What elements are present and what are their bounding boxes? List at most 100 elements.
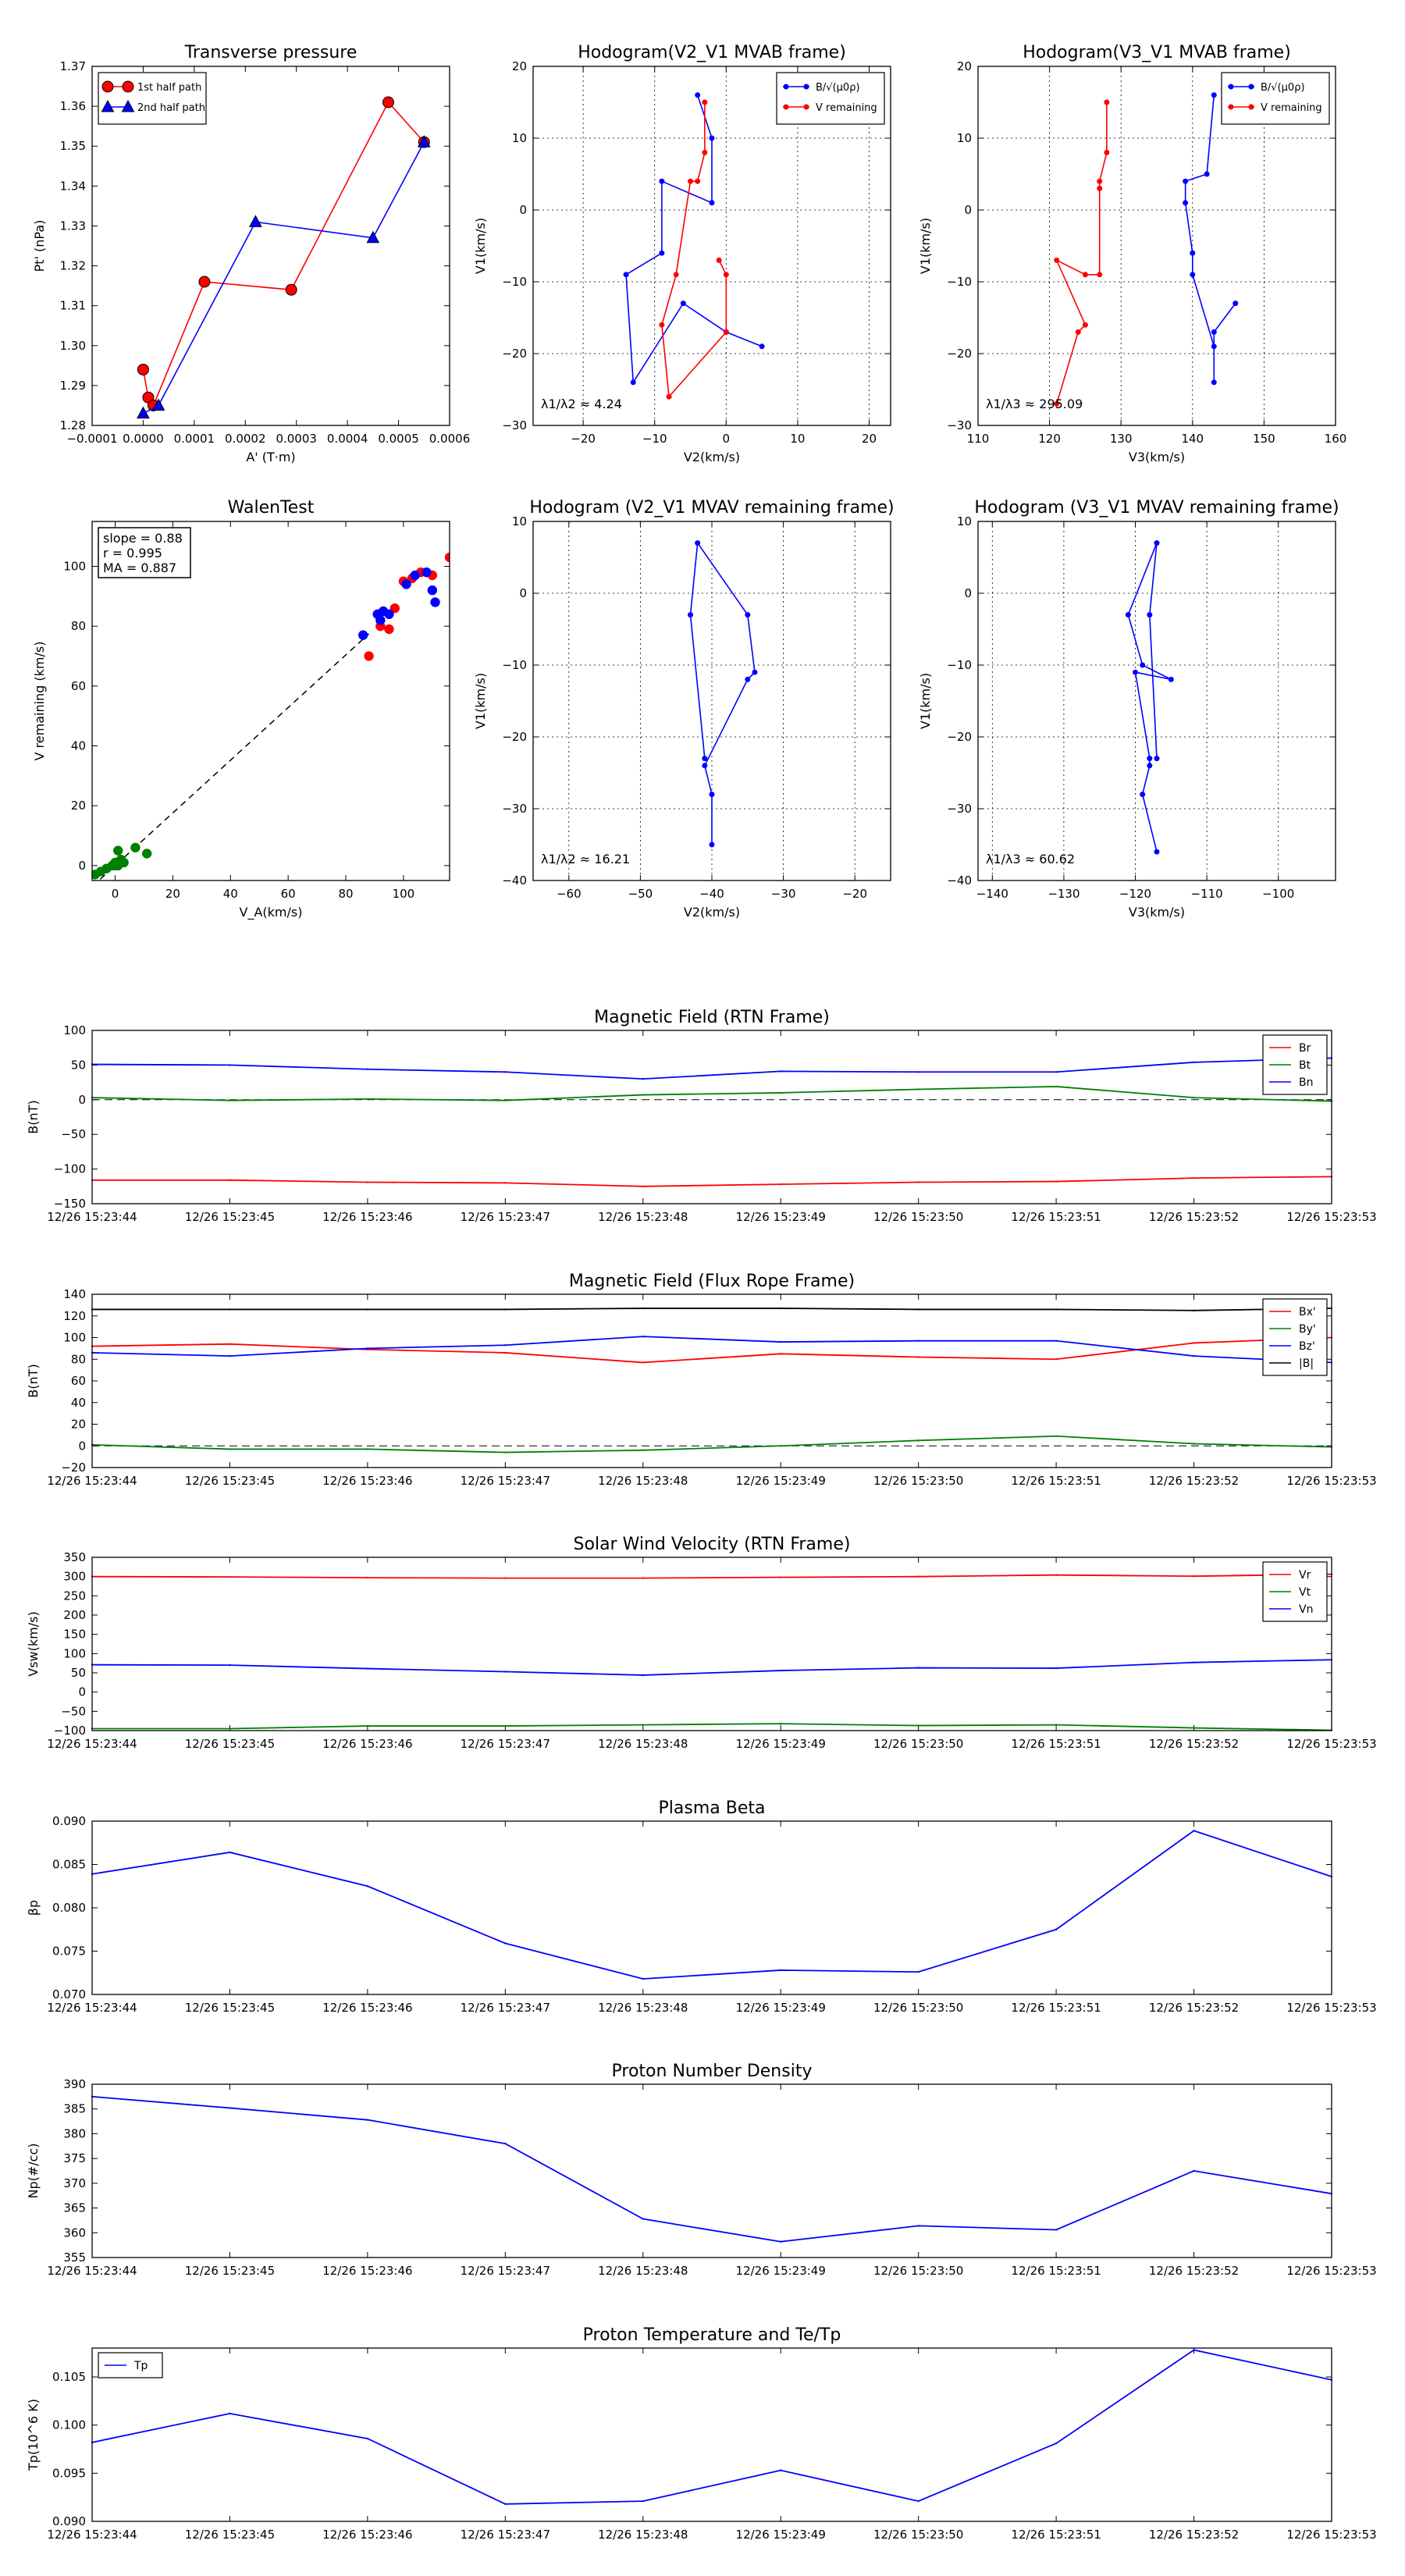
series-line-v-remaining (1055, 102, 1108, 404)
xtick-label: 12/26 15:23:46 (322, 1210, 412, 1224)
marker-s0-6 (1140, 662, 1146, 668)
ytick-label: −10 (502, 275, 527, 289)
xtick-label: 12/26 15:23:49 (736, 2001, 826, 2015)
y-axis-label: V1(km/s) (918, 673, 933, 729)
plot-frame (91, 1557, 1332, 1731)
marker-s1-3 (688, 178, 694, 184)
marker-s2-6 (410, 570, 420, 581)
ytick-label: 100 (63, 1646, 86, 1660)
xtick-label: 12/26 15:23:47 (461, 2264, 550, 2278)
data-layer (1125, 540, 1174, 855)
data-point-br (1055, 1180, 1058, 1183)
stats-box (98, 527, 191, 578)
ytick-label: 100 (63, 1023, 86, 1037)
data-point-bt (1055, 1085, 1058, 1088)
ytick-label: 0 (964, 586, 972, 600)
x-axis-label: V3(km/s) (1129, 450, 1185, 464)
xtick-label: 12/26 15:23:47 (461, 1210, 550, 1224)
marker-s0-5 (1190, 272, 1196, 278)
ytick-label: −30 (502, 418, 527, 432)
data-point-np (366, 2119, 369, 2121)
data-point-by- (780, 1445, 782, 1447)
data-point-vr (917, 1575, 919, 1578)
y-axis-label: βp (26, 1900, 41, 1916)
ytick-label: −10 (947, 275, 972, 289)
ratio-annotation: λ1/λ2 ≈ 16.21 (541, 852, 630, 866)
data-point-bt (229, 1099, 231, 1101)
marker-s0-8 (110, 860, 120, 871)
legend-label: |B| (1299, 1357, 1314, 1370)
xtick-label: 12/26 15:23:47 (461, 2528, 550, 2542)
marker-s0-2 (709, 200, 715, 206)
ytick-label: 355 (63, 2250, 86, 2265)
ytick-label: 1.32 (60, 259, 86, 273)
xtick-label: 120 (1038, 432, 1061, 446)
marker-s1-3 (389, 603, 400, 614)
marker-s2-0 (357, 630, 368, 640)
data-point-bz- (917, 1340, 919, 1342)
plot-frame (977, 521, 1336, 881)
marker-s1-1 (702, 149, 708, 155)
x-axis-label: V2(km/s) (684, 905, 740, 920)
data-point-vt (917, 1724, 919, 1727)
xtick-label: 0.0000 (123, 432, 164, 446)
marker-s0-7 (688, 612, 694, 618)
marker-sL1-0 (1228, 104, 1234, 110)
ytick-label: 390 (63, 2077, 86, 2091)
xtick-label: 12/26 15:23:46 (322, 1737, 412, 1751)
marker-sL1-0 (101, 99, 115, 112)
marker-s0-10 (1154, 756, 1160, 762)
plot-frame (532, 66, 891, 426)
marker-s0-0 (137, 363, 149, 375)
xtick-label: 12/26 15:23:47 (461, 2001, 550, 2015)
chart-title: Transverse pressure (184, 43, 357, 62)
data-point-bx- (1055, 1358, 1058, 1361)
xtick-label: −20 (571, 432, 596, 446)
data-point-vt (366, 1724, 369, 1727)
legend-label: Bt (1299, 1059, 1311, 1072)
data-point-by- (1193, 1443, 1195, 1445)
data-point-vn (1055, 1667, 1058, 1670)
xtick-label: 12/26 15:23:44 (47, 1474, 137, 1488)
ytick-label: −20 (61, 1461, 86, 1475)
data-point-bz- (642, 1335, 644, 1338)
data-point-bn (366, 1068, 369, 1070)
xtick-label: 0 (112, 887, 119, 901)
ytick-label: 140 (63, 1287, 86, 1301)
ytick-label: −40 (947, 873, 972, 888)
series-line-beta (91, 1830, 1332, 1980)
xtick-label: 40 (223, 887, 238, 901)
y-axis-label: B(nT) (26, 1100, 41, 1133)
marker-s0-9 (1147, 612, 1153, 618)
xtick-label: 110 (967, 432, 990, 446)
ytick-label: 350 (63, 1550, 86, 1564)
data-point-bt (504, 1099, 507, 1101)
xtick-label: −100 (1262, 887, 1294, 901)
data-point-by- (229, 1448, 231, 1450)
ytick-label: 10 (512, 514, 527, 528)
legend: Vr Vt Vn (1262, 1561, 1328, 1622)
xtick-label: 12/26 15:23:50 (873, 1474, 963, 1488)
marker-sL0-0 (783, 84, 789, 90)
data-point-bz- (366, 1347, 369, 1350)
xtick-label: 12/26 15:23:50 (873, 1737, 963, 1751)
chart-title: Magnetic Field (Flux Rope Frame) (569, 1272, 855, 1291)
ytick-label: 0.090 (52, 2514, 86, 2528)
data-point-by- (642, 1449, 644, 1452)
legend: Tp (98, 2352, 163, 2379)
chart-hodogram-v3-v1-mvav: Hodogram (V3_V1 MVAV remaining frame) −14… (918, 498, 1339, 920)
y-axis-label: Tp(10^6 K) (26, 2399, 41, 2471)
data-point-bn (1055, 1071, 1058, 1073)
xtick-label: 12/26 15:23:53 (1286, 1737, 1376, 1751)
ytick-label: −50 (61, 1127, 86, 1141)
xtick-label: −30 (771, 887, 796, 901)
data-point-beta (1055, 1928, 1058, 1930)
chart-title: Magnetic Field (RTN Frame) (594, 1008, 830, 1027)
series-line-tp (91, 2349, 1332, 2505)
data-point-bx- (504, 1351, 507, 1354)
legend-label: 2nd half path (137, 102, 205, 114)
marker-s1-4 (1097, 272, 1103, 278)
marker-s1-0 (1104, 99, 1110, 105)
data-point-br (366, 1181, 369, 1183)
stats-line: r = 0.995 (103, 546, 162, 560)
